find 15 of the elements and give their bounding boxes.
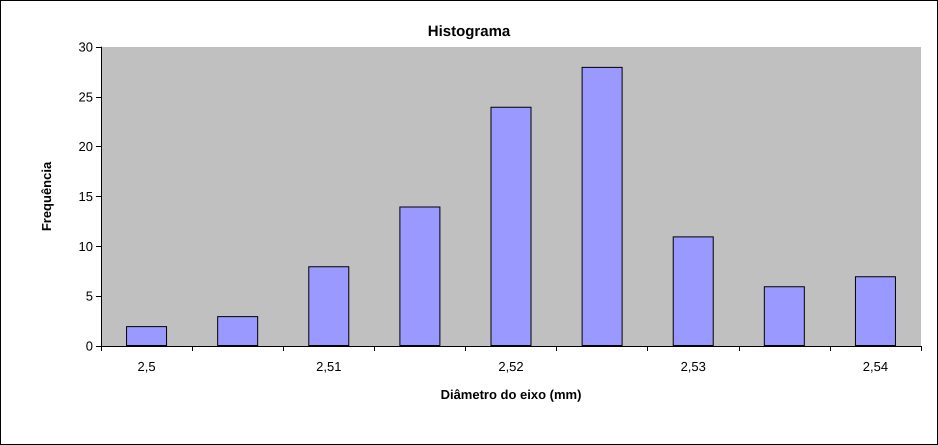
x-tick-label: 2,53 bbox=[680, 359, 706, 374]
x-tick-label: 2,54 bbox=[862, 359, 888, 374]
y-tick-label: 10 bbox=[78, 238, 93, 254]
y-tick-label: 5 bbox=[86, 288, 93, 304]
y-tick-label: 30 bbox=[78, 40, 93, 54]
y-tick-label: 0 bbox=[86, 338, 93, 354]
x-tick-label: 2,51 bbox=[316, 359, 342, 374]
y-tick-label: 20 bbox=[78, 139, 93, 154]
y-tick-label: 25 bbox=[78, 89, 93, 104]
x-tick-label: 2,5 bbox=[138, 359, 156, 374]
x-tick-label: 2,52 bbox=[498, 359, 524, 374]
x-axis-title: Diâmetro do eixo (mm) bbox=[440, 387, 582, 402]
y-tick-label: 15 bbox=[78, 189, 93, 204]
chart-title: Histograma bbox=[428, 23, 511, 40]
y-axis-title: Frequência bbox=[39, 161, 54, 232]
